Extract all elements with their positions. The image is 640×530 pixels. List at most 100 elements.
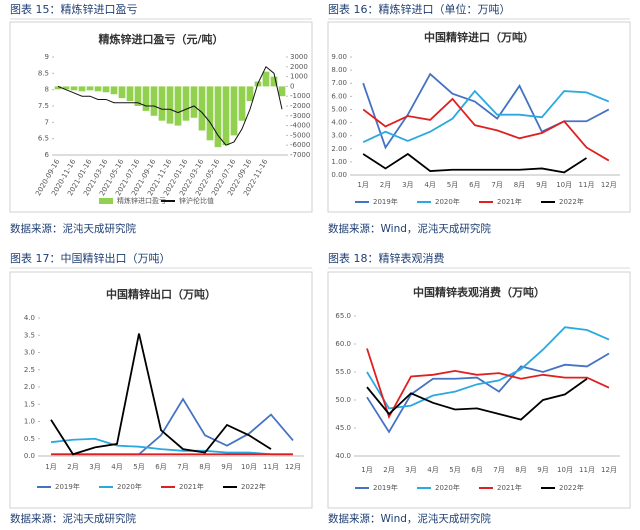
legend-label: 2020年 xyxy=(435,197,460,206)
chart-frame xyxy=(327,21,631,213)
x-tick-label: 3月 xyxy=(405,466,416,474)
bar xyxy=(262,71,270,87)
y-tick-label: 9 xyxy=(45,53,49,61)
bar xyxy=(238,86,246,121)
x-tick-label: 11月 xyxy=(579,466,595,474)
y-tick-label: 60.0 xyxy=(335,340,351,348)
y-tick-label: 2.0 xyxy=(24,383,35,391)
y-tick-label: 8.00 xyxy=(331,66,347,74)
legend-label: 2022年 xyxy=(559,197,584,206)
y-tick-label: 8 xyxy=(45,86,49,94)
x-tick-label: 6月 xyxy=(155,463,166,471)
x-tick-label: 2月 xyxy=(383,466,394,474)
y-tick-label: 7 xyxy=(45,118,49,126)
series-line xyxy=(366,352,610,434)
y-tick-label: 3.5 xyxy=(24,331,35,339)
x-tick-label: 5月 xyxy=(447,181,458,189)
legend-label: 2021年 xyxy=(179,482,204,491)
y-tick-label: 2.5 xyxy=(24,366,35,374)
legend-label: 2019年 xyxy=(373,483,398,492)
x-tick-label: 3月 xyxy=(89,463,100,471)
bar xyxy=(198,86,206,131)
x-tick-label: 5月 xyxy=(133,463,144,471)
source: 数据来源：泥沌天成研究院 xyxy=(10,512,136,525)
bar xyxy=(62,86,70,90)
bar xyxy=(54,86,62,90)
chart-title: 中国精锌出口（万吨） xyxy=(106,287,216,301)
series-line xyxy=(366,377,588,421)
bar xyxy=(206,86,214,141)
legend-label: 2019年 xyxy=(373,197,398,206)
legend-label: 锌沪伦比值 xyxy=(179,196,214,205)
x-tick-label: 7月 xyxy=(177,463,188,471)
legend-label: 2019年 xyxy=(55,482,80,491)
x-tick-label: 4月 xyxy=(427,466,438,474)
x-tick-label: 6月 xyxy=(471,466,482,474)
bar xyxy=(78,86,86,92)
caption: 图表 17：中国精锌出口（万吨） xyxy=(10,251,171,265)
x-tick-label: 10月 xyxy=(241,463,257,471)
bar xyxy=(174,86,182,126)
series-line xyxy=(51,397,294,456)
chart-title: 精炼锌进口盈亏（元/吨） xyxy=(98,32,223,46)
caption: 图表 16：精炼锌进口（单位：万吨） xyxy=(328,2,511,16)
y-tick-label: 9.00 xyxy=(331,53,347,61)
y-tick-label: 1.0 xyxy=(24,418,35,426)
y-tick-label: 0.5 xyxy=(24,435,35,443)
y-tick-label: 50.0 xyxy=(335,396,351,404)
x-tick-label: 8月 xyxy=(199,463,210,471)
x-tick-label: 10月 xyxy=(557,466,573,474)
y-tick-label: 3.00 xyxy=(331,132,347,140)
y-tick-label: 6.00 xyxy=(331,92,347,100)
y2-tick-label: 3000 xyxy=(290,53,308,61)
x-tick-label: 12月 xyxy=(601,466,617,474)
bar xyxy=(134,86,142,106)
x-tick-label: 4月 xyxy=(111,463,122,471)
y2-tick-label: 2000 xyxy=(290,63,308,71)
y2-tick-label: -3000 xyxy=(290,112,310,120)
x-tick-label: 7月 xyxy=(493,466,504,474)
x-tick-label: 1月 xyxy=(361,466,372,474)
legend-label: 2022年 xyxy=(241,482,266,491)
x-tick-label: 9月 xyxy=(537,466,548,474)
legend-swatch xyxy=(99,198,113,204)
bar xyxy=(270,76,278,87)
x-tick-label: 5月 xyxy=(449,466,460,474)
bar xyxy=(150,86,158,116)
x-tick-label: 8月 xyxy=(514,181,525,189)
y-tick-label: 3.0 xyxy=(24,349,35,357)
chart-frame xyxy=(9,21,313,213)
legend-label: 2020年 xyxy=(435,483,460,492)
y-tick-label: 8.5 xyxy=(38,69,49,77)
series-line xyxy=(50,333,272,456)
bar xyxy=(190,86,198,118)
source: 数据来源：Wind，泥沌天成研究院 xyxy=(328,512,491,525)
legend-label: 2020年 xyxy=(117,482,142,491)
x-tick-label: 1月 xyxy=(45,463,56,471)
bar xyxy=(158,86,166,121)
y2-tick-label: -1000 xyxy=(290,92,310,100)
y2-tick-label: 1000 xyxy=(290,73,308,81)
y-tick-label: 5.00 xyxy=(331,105,347,113)
legend-label: 2021年 xyxy=(497,483,522,492)
x-tick-label: 11月 xyxy=(263,463,279,471)
series-line xyxy=(50,437,293,456)
x-tick-label: 7月 xyxy=(491,181,502,189)
y-tick-label: 1.00 xyxy=(331,158,347,166)
x-tick-label: 8月 xyxy=(515,466,526,474)
y2-tick-label: -6000 xyxy=(290,141,310,149)
bar xyxy=(246,86,254,102)
legend-label: 2021年 xyxy=(497,197,522,206)
x-tick-label: 2月 xyxy=(67,463,78,471)
y2-tick-label: -2000 xyxy=(290,102,310,110)
chart-frame xyxy=(327,271,631,509)
y-tick-label: 65.0 xyxy=(335,312,351,320)
chart-title: 中国精锌表观消费（万吨） xyxy=(413,285,545,299)
y-tick-label: 0.0 xyxy=(24,452,35,460)
bar xyxy=(182,86,190,121)
y-tick-label: 2.00 xyxy=(331,145,347,153)
x-tick-label: 9月 xyxy=(536,181,547,189)
y2-tick-label: -7000 xyxy=(290,151,310,159)
y-tick-label: 7.5 xyxy=(38,102,49,110)
